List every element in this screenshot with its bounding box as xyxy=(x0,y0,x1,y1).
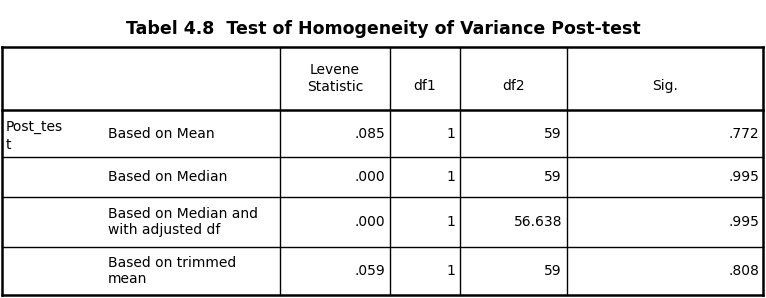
Text: Tabel 4.8  Test of Homogeneity of Variance Post-test: Tabel 4.8 Test of Homogeneity of Varianc… xyxy=(126,20,640,38)
Text: 1: 1 xyxy=(446,215,455,229)
Text: 1: 1 xyxy=(446,264,455,278)
Text: .995: .995 xyxy=(728,215,759,229)
Text: .808: .808 xyxy=(728,264,759,278)
Text: .000: .000 xyxy=(355,215,385,229)
Text: 59: 59 xyxy=(545,126,562,140)
Text: 1: 1 xyxy=(446,170,455,184)
Text: Levene
Statistic: Levene Statistic xyxy=(307,63,363,94)
Text: t: t xyxy=(6,138,11,152)
Text: Based on Mean: Based on Mean xyxy=(108,126,214,140)
Text: 59: 59 xyxy=(545,264,562,278)
Text: 59: 59 xyxy=(545,170,562,184)
Text: Based on Median: Based on Median xyxy=(108,170,228,184)
Text: .085: .085 xyxy=(354,126,385,140)
Text: Sig.: Sig. xyxy=(652,80,678,94)
Text: .000: .000 xyxy=(355,170,385,184)
Text: Based on trimmed
mean: Based on trimmed mean xyxy=(108,256,236,286)
Text: .772: .772 xyxy=(728,126,759,140)
Text: df2: df2 xyxy=(502,80,525,94)
Text: 56.638: 56.638 xyxy=(513,215,562,229)
Text: Based on Median and
with adjusted df: Based on Median and with adjusted df xyxy=(108,207,258,237)
Text: .995: .995 xyxy=(728,170,759,184)
Text: df1: df1 xyxy=(414,80,437,94)
Text: Post_tes: Post_tes xyxy=(6,120,63,134)
Text: .059: .059 xyxy=(354,264,385,278)
Text: 1: 1 xyxy=(446,126,455,140)
